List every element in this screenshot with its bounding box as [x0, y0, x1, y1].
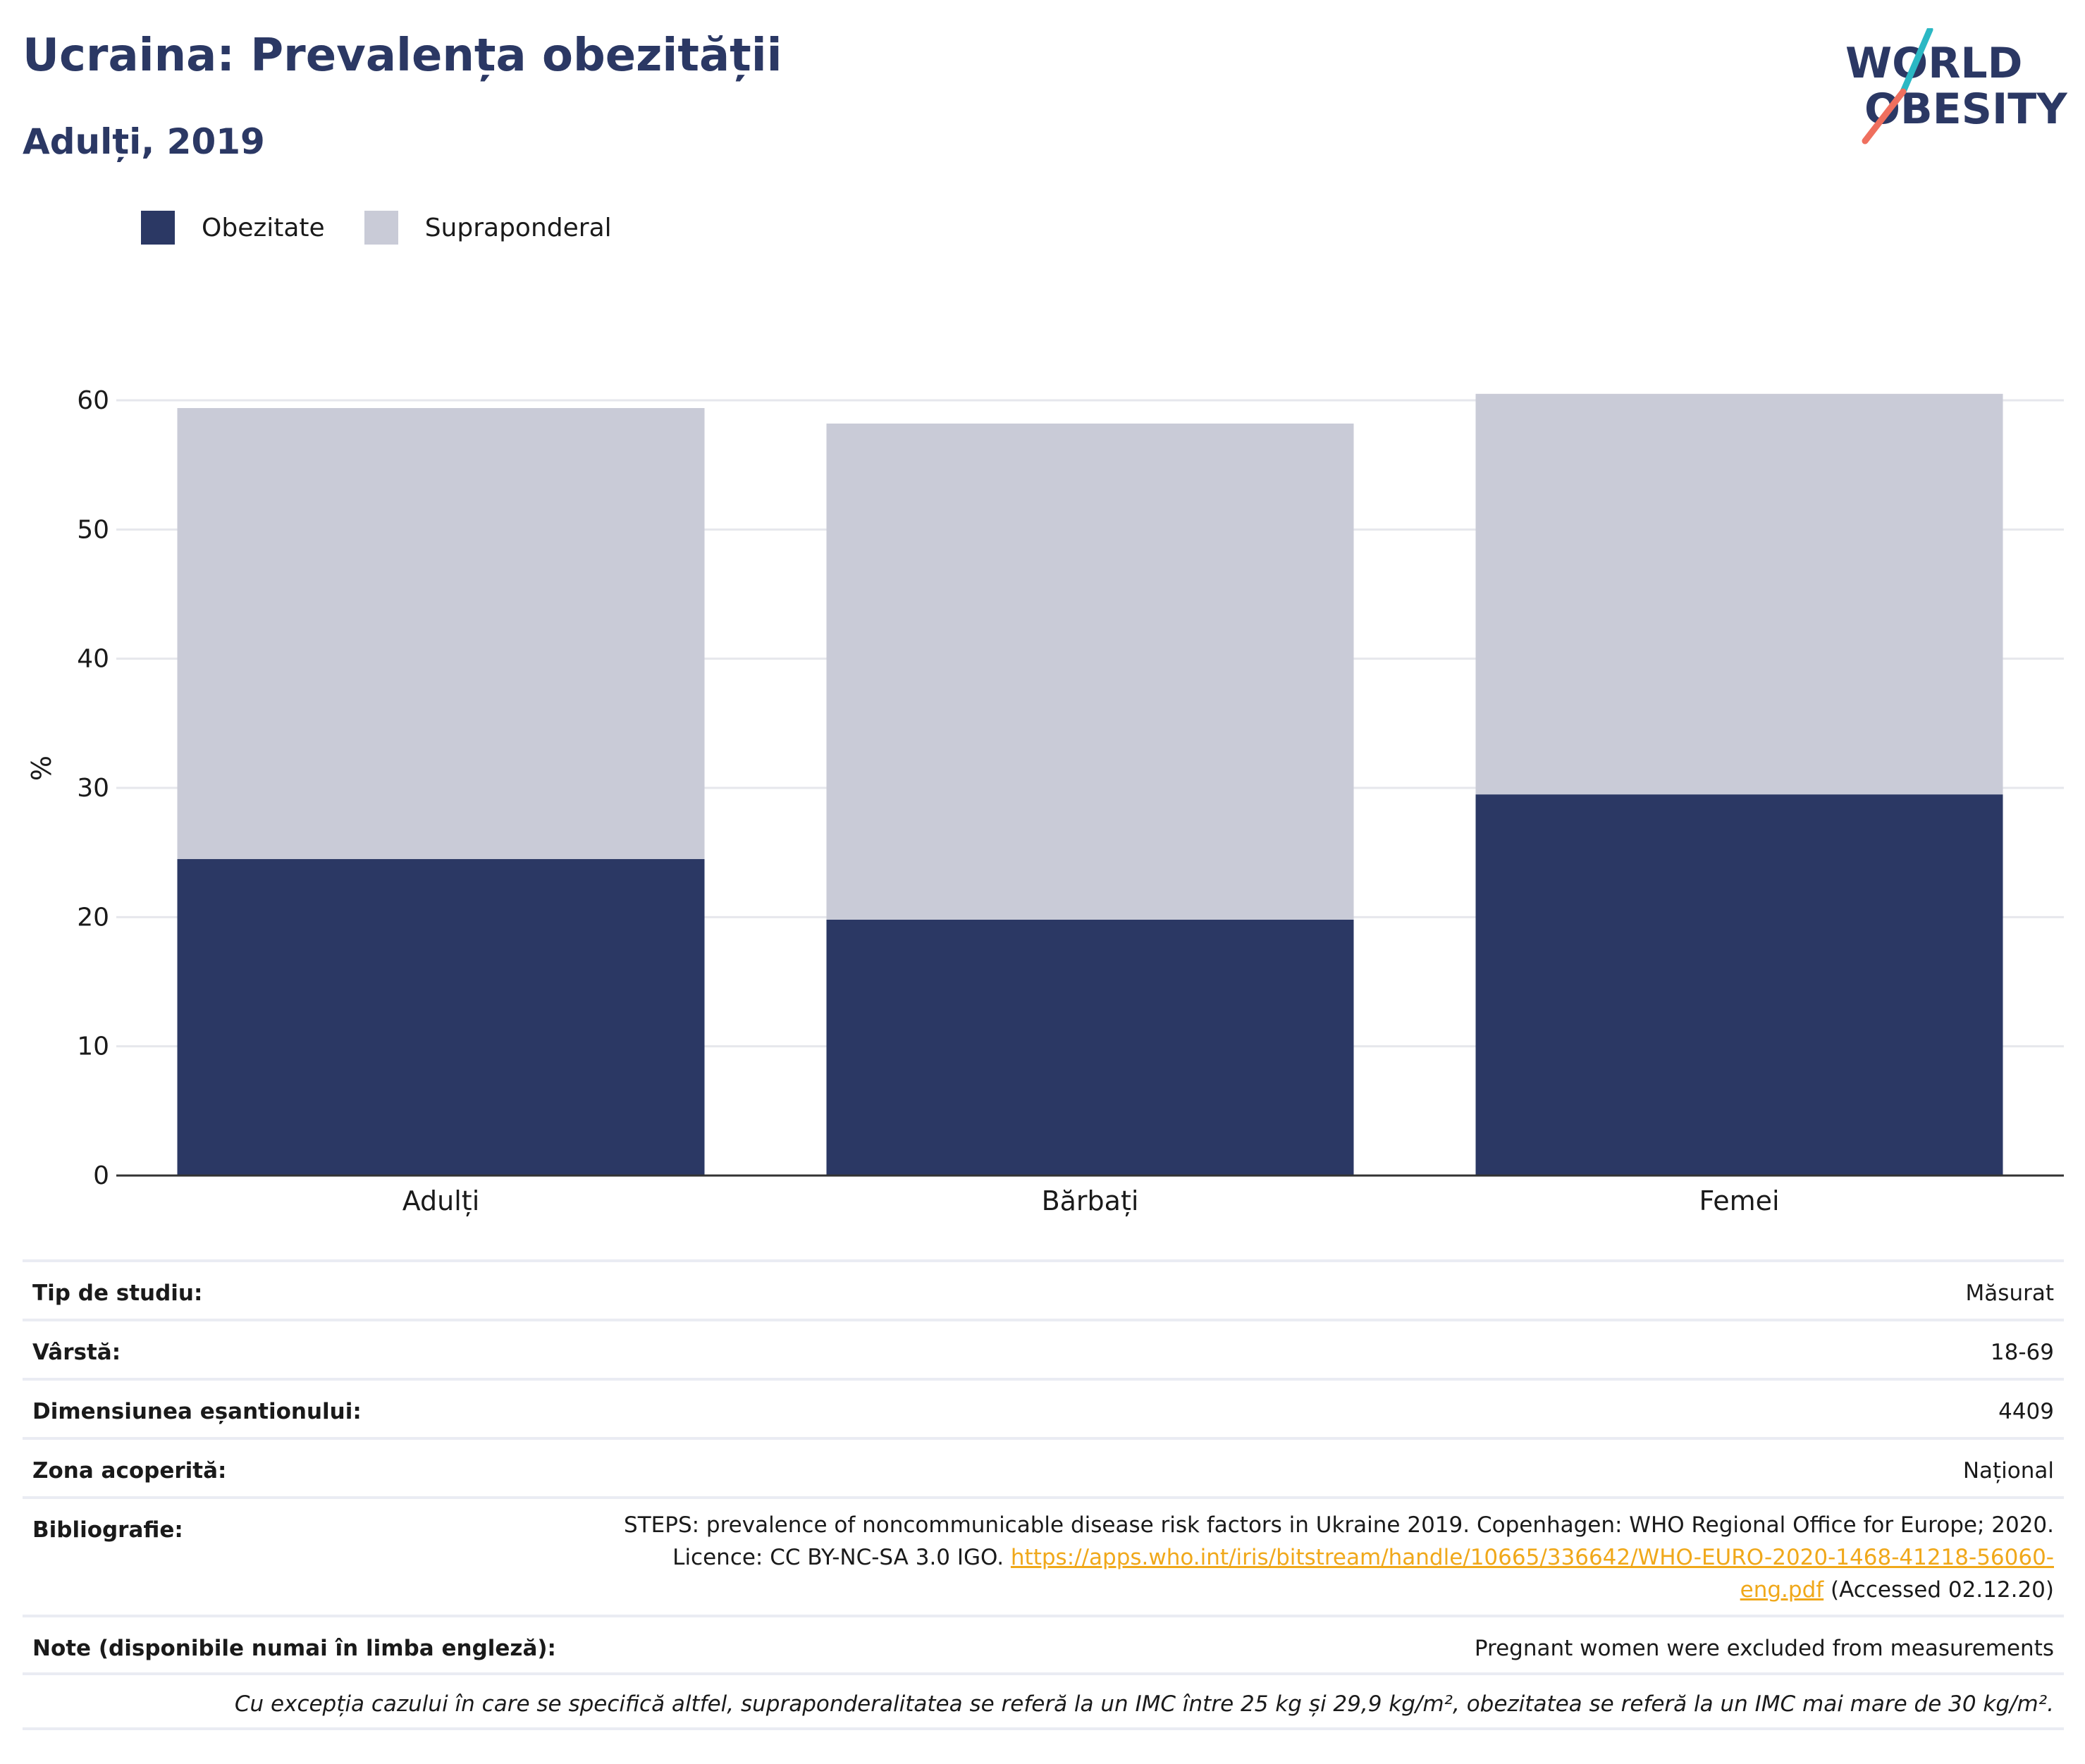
chart-title: Ucraina: Prevalența obezității	[23, 30, 782, 82]
bibliography-text: STEPS: prevalence of noncommunicable dis…	[624, 1499, 2054, 1606]
x-tick-label: Femei	[1699, 1185, 1779, 1216]
legend-label-overweight: Supraponderal	[424, 213, 612, 242]
info-label: Bibliografie:	[32, 1517, 183, 1543]
info-label: Vârstă:	[32, 1340, 121, 1365]
y-tick-label: 20	[77, 903, 109, 932]
legend-swatch-overweight	[364, 211, 398, 245]
y-tick-label: 50	[77, 515, 109, 544]
logo-slash-teal	[1900, 28, 1933, 95]
legend-item-overweight: Supraponderal	[364, 211, 612, 245]
info-value: Național	[1962, 1458, 2054, 1484]
info-value: 4409	[1998, 1399, 2054, 1424]
bar-obesity	[826, 920, 1354, 1176]
bibliography-accessed: (Accessed 02.12.20)	[1831, 1577, 2054, 1603]
bibliography-line: eng.pdf (Accessed 02.12.20)	[624, 1574, 2054, 1606]
info-value: 18-69	[1990, 1340, 2054, 1365]
x-tick-label: Bărbați	[1042, 1185, 1139, 1216]
bibliography-licence: Licence: CC BY-NC-SA 3.0 IGO.	[672, 1545, 1004, 1570]
legend-item-obesity: Obezitate	[141, 211, 325, 245]
y-axis-label: %	[26, 755, 57, 781]
info-label: Note (disponibile numai în limba engleză…	[32, 1636, 556, 1661]
bar-overweight	[177, 408, 705, 859]
y-tick-label: 60	[77, 386, 109, 415]
y-tick-label: 0	[93, 1161, 109, 1190]
bar-obesity	[1475, 794, 2003, 1176]
chart-subtitle: Adulți, 2019	[23, 121, 265, 162]
bibliography-link-continued[interactable]: eng.pdf	[1740, 1577, 1824, 1603]
info-row-age: Vârstă: 18-69	[23, 1319, 2064, 1378]
bmi-footnote: Cu excepția cazului în care se specifică…	[23, 1672, 2064, 1730]
stacked-bar-chart: 0 10 20 30 40 50 60% Adulți Bărbați Femei	[26, 386, 2064, 1216]
info-row-study-type: Tip de studiu: Măsurat	[23, 1259, 2064, 1319]
info-value: Măsurat	[1965, 1281, 2054, 1306]
bar-overweight	[826, 424, 1354, 920]
bibliography-link[interactable]: https://apps.who.int/iris/bitstream/hand…	[1010, 1545, 2054, 1570]
info-label: Tip de studiu:	[32, 1281, 203, 1306]
bibliography-line: Licence: CC BY-NC-SA 3.0 IGO. https://ap…	[624, 1541, 2054, 1574]
bar-obesity	[177, 858, 705, 1176]
legend-label-obesity: Obezitate	[202, 213, 325, 242]
bar-overweight	[1475, 393, 2003, 795]
logo-slash-coral	[1862, 88, 1907, 144]
legend-swatch-obesity	[141, 211, 175, 245]
bibliography-line: STEPS: prevalence of noncommunicable dis…	[624, 1512, 2054, 1538]
logo-word-obesity: OBESITY	[1864, 85, 2068, 134]
x-tick-label: Adulți	[402, 1185, 480, 1216]
info-label: Dimensiunea eșantionului:	[32, 1399, 362, 1424]
logo-word-world: WORLD	[1845, 39, 2022, 88]
world-obesity-logo: WORLD OBESITY	[1845, 28, 2068, 144]
info-row-bibliography: Bibliografie: STEPS: prevalence of nonco…	[23, 1496, 2064, 1615]
chart-legend: Obezitate Supraponderal	[141, 210, 612, 245]
info-label: Zona acoperită:	[32, 1458, 227, 1484]
y-tick-label: 40	[77, 645, 109, 674]
study-info-table: Tip de studiu: Măsurat Vârstă: 18-69 Dim…	[23, 1259, 2064, 1730]
info-row-notes: Note (disponibile numai în limba engleză…	[23, 1615, 2064, 1672]
y-tick-label: 10	[77, 1032, 109, 1061]
info-row-sample-size: Dimensiunea eșantionului: 4409	[23, 1378, 2064, 1437]
y-tick-label: 30	[77, 774, 109, 803]
info-row-area-covered: Zona acoperită: Național	[23, 1437, 2064, 1496]
info-value: Pregnant women were excluded from measur…	[1474, 1636, 2054, 1661]
